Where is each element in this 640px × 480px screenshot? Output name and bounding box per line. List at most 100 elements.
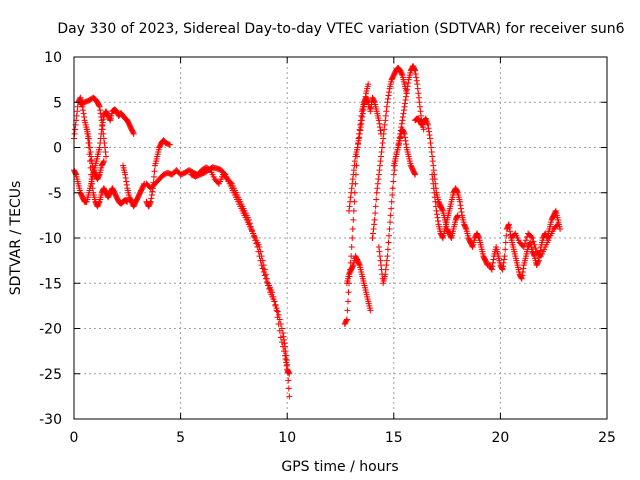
data-point [412, 171, 419, 178]
y-tick-label: -30 [39, 412, 62, 428]
data-point [249, 227, 256, 234]
data-point [439, 233, 446, 240]
data-point [85, 135, 92, 142]
data-point [371, 98, 378, 105]
data-points [71, 63, 564, 400]
data-point [386, 225, 393, 232]
data-point [413, 77, 420, 84]
data-point [416, 99, 423, 106]
data-point [543, 233, 550, 240]
data-point [402, 96, 409, 103]
series-track-2 [71, 106, 137, 205]
data-point [429, 176, 436, 183]
data-point [273, 305, 280, 312]
data-point [456, 198, 463, 205]
series-track-3 [77, 94, 109, 160]
data-point [417, 112, 424, 119]
data-point [374, 180, 381, 187]
data-point [350, 167, 357, 174]
data-point [425, 125, 432, 132]
data-point [490, 256, 497, 263]
y-tick-label: -10 [39, 231, 62, 247]
data-point [345, 289, 352, 296]
data-point [252, 237, 259, 244]
data-point [262, 275, 269, 282]
data-point [266, 285, 273, 292]
data-point [397, 130, 404, 137]
data-point [518, 275, 525, 282]
data-point [488, 266, 495, 273]
data-point [80, 107, 87, 114]
data-point [378, 149, 385, 156]
data-point [400, 107, 407, 114]
data-point [344, 307, 351, 314]
x-axis-label: GPS time / hours [281, 459, 398, 475]
data-point [346, 207, 353, 214]
data-point [395, 144, 402, 151]
data-point [89, 163, 96, 170]
series-track-16 [412, 115, 461, 241]
data-point [365, 81, 372, 88]
data-point [362, 96, 369, 103]
data-point [414, 81, 421, 88]
data-point [88, 153, 95, 160]
data-point [375, 171, 382, 178]
data-point [73, 112, 80, 119]
data-point [519, 268, 526, 275]
data-point [356, 130, 363, 137]
data-point [403, 90, 410, 97]
series-track-13 [369, 64, 410, 241]
data-point [375, 117, 382, 124]
data-point [277, 334, 284, 341]
y-tick-label: -5 [48, 186, 62, 202]
data-point [396, 137, 403, 144]
data-point [553, 222, 560, 229]
x-tick-label: 15 [385, 430, 403, 446]
data-point [149, 188, 156, 195]
data-point [372, 210, 379, 217]
data-point [454, 213, 461, 220]
data-point [400, 129, 407, 136]
data-point [380, 135, 387, 142]
data-point [348, 244, 355, 251]
data-point [404, 86, 411, 93]
data-point [383, 108, 390, 115]
data-point [383, 103, 390, 110]
data-point [76, 95, 83, 102]
data-point [484, 261, 491, 268]
data-point [258, 262, 265, 269]
chart-title: Day 330 of 2023, Sidereal Day-to-day VTE… [57, 21, 624, 37]
data-point [343, 316, 350, 323]
data-point [362, 93, 369, 100]
data-point [250, 230, 257, 237]
data-point [72, 121, 79, 128]
data-point [432, 203, 439, 210]
data-point [350, 216, 357, 223]
data-point [356, 261, 363, 268]
data-point [384, 99, 391, 106]
data-point [505, 221, 512, 228]
data-point [430, 185, 437, 192]
data-point [356, 134, 363, 141]
data-point [519, 272, 526, 279]
data-point [557, 225, 564, 232]
x-tick-label: 5 [176, 430, 185, 446]
data-point [166, 141, 173, 148]
data-point [401, 134, 408, 141]
data-point [424, 121, 431, 128]
data-point [429, 153, 436, 160]
data-point [377, 158, 384, 165]
data-point [426, 132, 433, 139]
data-point [432, 198, 439, 205]
data-point [372, 203, 379, 210]
data-point [359, 113, 366, 120]
data-point [150, 173, 157, 180]
data-point [367, 108, 374, 115]
data-point [96, 172, 103, 179]
data-point [347, 194, 354, 201]
data-point [489, 259, 496, 266]
data-point [503, 232, 510, 239]
data-point [88, 156, 95, 163]
data-point [376, 167, 383, 174]
data-point [272, 301, 279, 308]
